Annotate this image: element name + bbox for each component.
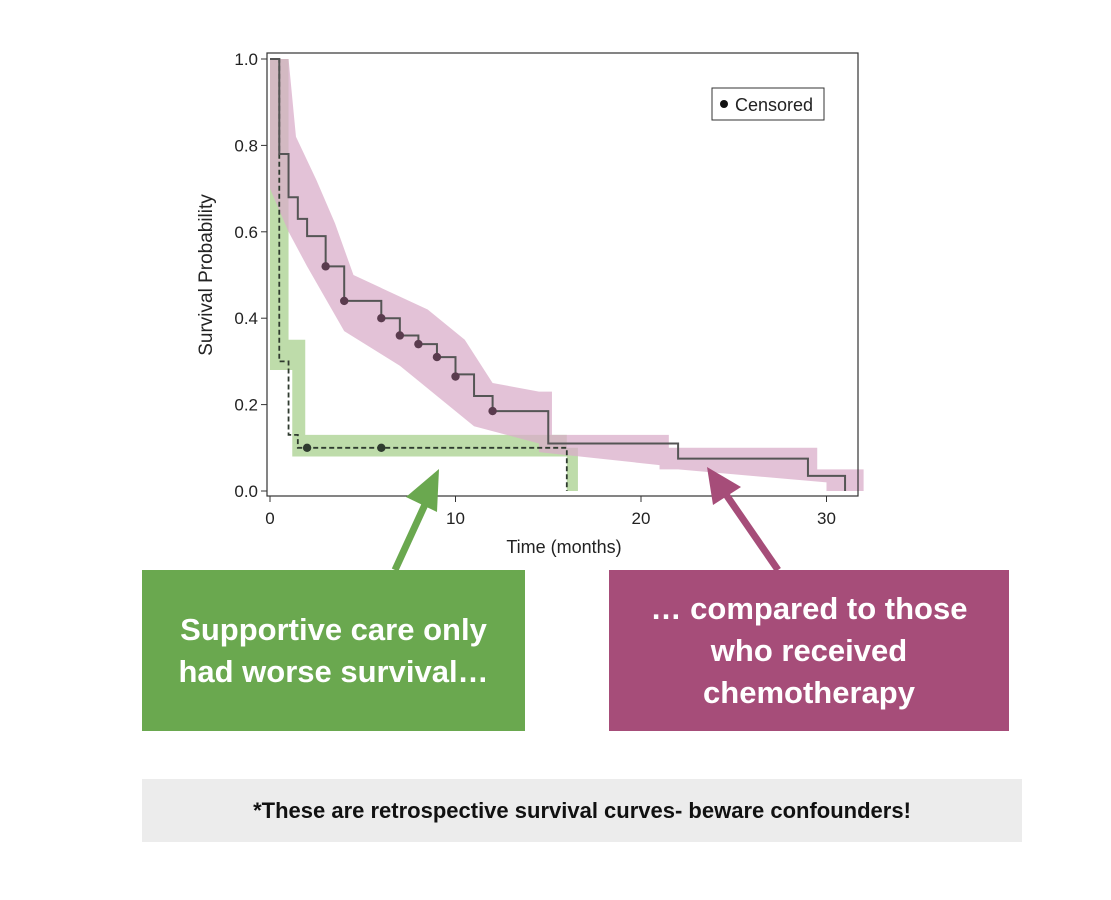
purple-arrow-shaft (722, 491, 781, 572)
y-axis: 0.0 0.2 0.4 0.6 0.8 1.0 (234, 50, 267, 501)
purple-arrow-head (707, 467, 741, 505)
chemotherapy-callout: … compared to those who received chemoth… (609, 570, 1009, 731)
purple-censored-point (377, 314, 386, 323)
censored-markers (302, 262, 497, 452)
confidence-bands (270, 59, 864, 491)
x-axis-label: Time (months) (506, 537, 621, 557)
purple-censored-point (432, 352, 442, 362)
callout-arrows (391, 467, 781, 572)
y-tick-label: 0.4 (234, 309, 258, 328)
x-tick-label: 20 (632, 509, 651, 528)
y-tick-label: 0.2 (234, 396, 258, 415)
green-arrow-head (406, 469, 439, 512)
legend-censored-label: Censored (735, 95, 813, 115)
y-tick-label: 0.0 (234, 482, 258, 501)
purple-censored-point (395, 331, 405, 340)
legend: Censored (711, 87, 825, 121)
survival-curves (270, 58, 847, 491)
purple-confidence-band (270, 59, 864, 491)
legend-box (711, 87, 825, 121)
legend-censored-marker (720, 100, 728, 108)
y-axis-label: Survival Probability (196, 194, 217, 356)
green-censored-point (302, 443, 312, 452)
green-survival-curve (270, 58, 568, 491)
footnote-banner: *These are retrospective survival curves… (142, 779, 1022, 842)
green-censored-point (377, 443, 386, 452)
x-tick-label: 30 (817, 509, 836, 528)
purple-censored-point (321, 262, 330, 271)
purple-censored-point (340, 296, 349, 306)
purple-censored-point (488, 406, 497, 416)
x-axis: 0 10 20 30 (265, 496, 836, 528)
supportive-care-callout: Supportive care only had worse survival… (142, 570, 525, 731)
x-tick-label: 10 (446, 509, 465, 528)
plot-frame (266, 52, 859, 497)
purple-survival-curve (270, 58, 847, 491)
y-tick-label: 1.0 (234, 50, 258, 69)
y-tick-label: 0.6 (234, 223, 258, 242)
purple-censored-point (451, 372, 460, 381)
x-tick-label: 0 (265, 509, 274, 528)
purple-censored-point (414, 339, 423, 349)
green-arrow-shaft (391, 496, 432, 572)
y-tick-label: 0.8 (234, 136, 258, 155)
